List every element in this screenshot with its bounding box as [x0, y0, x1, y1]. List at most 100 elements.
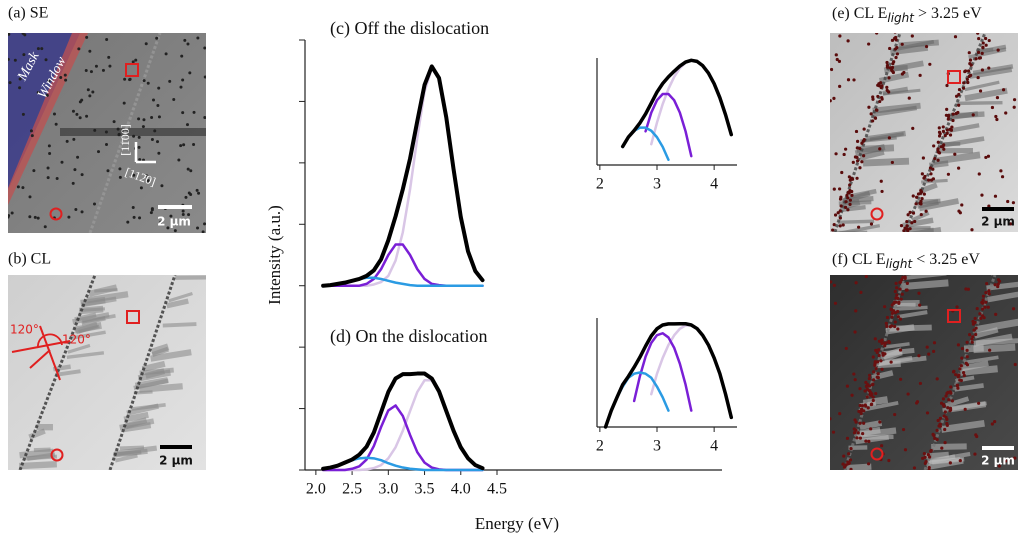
pit: [36, 47, 40, 51]
pit: [76, 155, 80, 159]
streak: [166, 298, 189, 309]
pit: [832, 283, 836, 287]
pit: [975, 307, 979, 311]
texture: [830, 33, 1017, 232]
pit: [142, 118, 146, 122]
pit: [845, 384, 849, 388]
pit: [118, 175, 122, 179]
x-tick-label: 3: [653, 438, 661, 455]
pit: [970, 340, 974, 344]
pit: [889, 308, 894, 312]
streak: [908, 226, 942, 232]
pit: [867, 462, 871, 466]
pit: [945, 128, 949, 132]
pit: [858, 387, 862, 391]
pit: [893, 289, 897, 294]
streak: [987, 291, 1018, 303]
pit: [850, 177, 855, 181]
streak: [125, 417, 148, 429]
pit: [21, 186, 25, 190]
pit: [123, 77, 127, 81]
streak: [972, 64, 1014, 76]
component-line: [632, 332, 693, 412]
pit: [187, 191, 191, 195]
label-part: (e) CL E: [832, 5, 887, 22]
streak: [928, 451, 971, 464]
pit: [944, 113, 948, 117]
pit: [950, 125, 954, 129]
component-line: [321, 379, 484, 472]
pit: [875, 108, 879, 112]
marker-circle: [49, 207, 63, 221]
pit: [72, 137, 76, 141]
pit: [851, 160, 855, 164]
pit: [933, 156, 937, 161]
pit: [943, 427, 947, 432]
streak: [964, 87, 1008, 102]
pit: [951, 112, 955, 116]
pit: [195, 188, 199, 192]
pit: [956, 386, 960, 390]
pit: [960, 203, 964, 207]
pit: [899, 297, 903, 301]
pit: [914, 202, 918, 206]
pit: [132, 134, 136, 138]
pit: [47, 79, 51, 83]
cl-image-high: [830, 33, 1018, 232]
pit: [875, 375, 879, 379]
pit: [870, 402, 874, 406]
pit: [903, 448, 908, 452]
pit: [948, 408, 952, 413]
pit: [898, 317, 903, 321]
pit: [883, 344, 887, 348]
pit: [192, 110, 196, 114]
pit: [884, 321, 888, 325]
pit: [890, 65, 895, 70]
pit: [964, 287, 968, 291]
pit: [973, 320, 977, 325]
pit: [946, 172, 951, 176]
pit: [850, 393, 854, 397]
pit: [55, 177, 59, 181]
pit: [911, 194, 915, 198]
pit: [894, 55, 898, 60]
pit: [846, 78, 851, 82]
pit: [993, 420, 997, 424]
pit: [189, 169, 193, 173]
pit: [947, 398, 951, 402]
pit: [896, 327, 900, 331]
streak: [859, 420, 883, 430]
scale-label: 2 μm: [981, 454, 1015, 468]
pit: [97, 150, 101, 154]
pit: [141, 125, 145, 129]
pit: [862, 154, 866, 158]
pit: [1004, 111, 1008, 115]
pit: [937, 151, 942, 155]
pit: [71, 109, 75, 113]
pit: [138, 158, 142, 162]
pit: [957, 87, 962, 92]
pit: [945, 107, 949, 111]
pit: [955, 384, 959, 388]
pit: [874, 391, 878, 396]
pit: [858, 436, 863, 440]
pit: [899, 377, 903, 381]
pit: [940, 446, 944, 450]
streak: [890, 44, 929, 56]
pit: [957, 166, 961, 170]
pit: [834, 53, 838, 57]
pit: [996, 284, 1000, 289]
pit: [928, 455, 932, 459]
pit: [835, 57, 839, 62]
pit: [977, 172, 981, 176]
pit: [139, 186, 143, 190]
streak: [973, 343, 1016, 354]
pit: [18, 86, 22, 90]
pit: [921, 456, 925, 460]
pit: [89, 70, 93, 74]
pit: [984, 300, 988, 304]
pit: [971, 113, 975, 117]
pit: [963, 407, 967, 411]
pit: [962, 373, 966, 378]
